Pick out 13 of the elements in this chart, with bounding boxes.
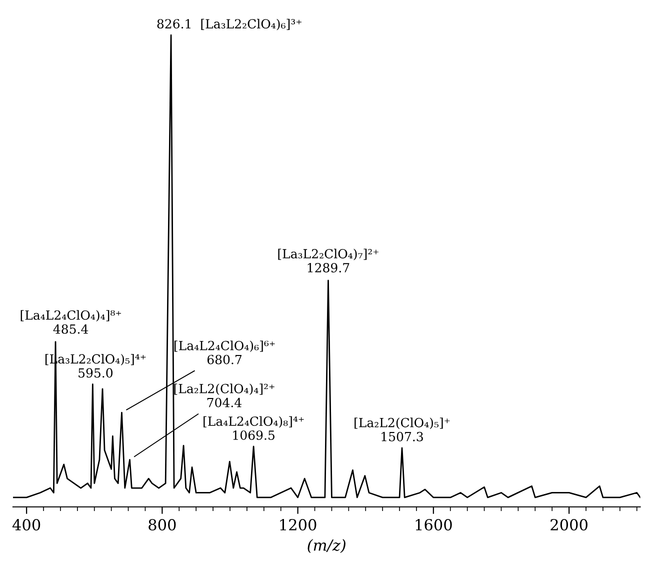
annotation: [La₄L2₄ClO₄)₈]⁴⁺ 1069.5 xyxy=(204,416,304,440)
x-tick-label: 1200 xyxy=(280,518,316,531)
x-tick-label: 400 xyxy=(12,518,40,531)
annotation: [La₂L2(ClO₄)₅]⁺ 1507.3 xyxy=(354,418,450,442)
x-tick-label: 800 xyxy=(148,518,176,531)
x-axis-title: (m/z) xyxy=(308,539,346,554)
annotation: [La₃L2₂ClO₄)₇]²⁺ 1289.7 xyxy=(278,248,378,272)
annotation: 826.1 [La₃L2₂ClO₄)₆]³⁺ xyxy=(157,18,302,30)
annotation: [La₄L2₄ClO₄)₄]⁸⁺ 485.4 xyxy=(20,310,122,334)
x-tick-label: 2000 xyxy=(550,518,588,531)
annotation: [La₄L2₄ClO₄)₆]⁶⁺ 680.7 xyxy=(174,340,275,364)
annotation: [La₂L2(ClO₄)₄]²⁺ 704.4 xyxy=(174,384,274,408)
x-tick-label: 1600 xyxy=(416,518,452,531)
